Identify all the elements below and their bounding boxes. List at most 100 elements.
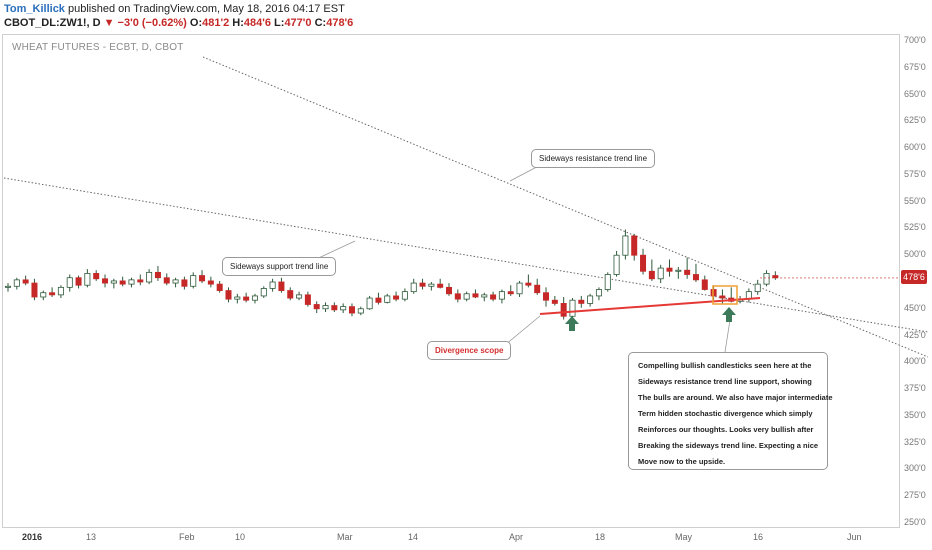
analysis-comment-box[interactable]: Compelling bullish candlesticks seen her… [628,352,833,470]
bearish-candle [137,279,144,283]
time-tick-label: Jun [847,532,862,542]
bearish-candle [640,254,647,272]
bearish-candle [313,304,320,310]
bearish-candle [719,295,726,299]
price-tick-label: 625'0 [904,115,926,126]
bearish-candle [199,275,206,282]
bearish-candle [375,297,382,303]
bullish-arrow-icon [565,316,579,331]
price-tick-label: 575'0 [904,168,926,179]
support-trendline [3,177,929,333]
bearish-candle [278,281,285,291]
chart-watermark: WHEAT FUTURES - ECBT, D, CBOT [12,42,184,53]
price-tick-label: 500'0 [904,249,926,260]
bullish-candle [401,291,408,300]
bearish-candle [701,279,708,290]
low-value: 477'0 [284,17,312,29]
time-tick-label: 18 [595,532,606,542]
overlay-layer [539,277,900,331]
bearish-candle [331,305,338,311]
chart-header: Tom_Killick published on TradingView.com… [4,2,353,30]
bearish-candle [393,295,400,300]
bullish-candle [763,273,770,285]
price-tick-label: 350'0 [904,409,926,420]
bullish-candle [251,295,258,301]
close-value: 478'6 [326,17,354,29]
bearish-candle [454,293,461,300]
bullish-candle [110,280,117,284]
author-link[interactable]: Tom_Killick [4,3,65,15]
price-tick-label: 275'0 [904,490,926,501]
price-tick-label: 650'0 [904,88,926,99]
bullish-candle [357,308,364,314]
resistance-annotation[interactable]: Sideways resistance trend line [531,149,656,168]
bullish-candle [657,267,664,280]
time-tick-label: 13 [86,532,97,542]
bearish-candle [31,282,38,298]
price-tick-label: 400'0 [904,356,926,367]
bullish-candle [481,294,488,298]
bearish-candle [525,282,532,286]
bullish-candle [516,282,523,295]
divergence-annotation[interactable]: Divergence scope [427,341,512,360]
bullish-candle [190,275,197,287]
bearish-candle [684,269,691,275]
bullish-candle [604,274,611,290]
price-tick-label: 300'0 [904,463,926,474]
close-label: C: [314,17,327,29]
low-label: L: [274,17,285,29]
price-tick-label: 325'0 [904,436,926,447]
bullish-candle [146,271,153,283]
open-label: O: [189,17,203,29]
bullish-candle [40,292,47,298]
comment-line: The bulls are around. We also have major… [638,393,833,402]
divergence-callout-pointer [504,315,541,346]
chart-plot-area[interactable] [2,34,900,528]
bullish-candle [13,279,20,287]
bullish-candle [754,283,761,293]
bearish-candle [163,277,170,284]
bearish-candle [631,235,638,256]
comment-callout-pointer [724,319,731,353]
price-tick-label: 550'0 [904,195,926,206]
bullish-candle [234,296,241,300]
bullish-candle [384,295,391,303]
comment-line: Sideways resistance trend line support, … [638,377,812,386]
bullish-candle [622,235,629,256]
bearish-candle [102,278,109,284]
price-tick-label: 375'0 [904,383,926,394]
change-value: ▼ −3'0 (−0.62%) [103,17,187,29]
bearish-candle [154,271,161,279]
time-tick-label: 16 [753,532,764,542]
time-tick-label: Mar [337,532,353,542]
bullish-candle [595,289,602,297]
comment-line: Reinforces our thoughts. Looks very bull… [638,425,814,434]
bullish-candle [66,277,73,288]
bullish-candle [269,281,276,289]
bearish-candle [543,292,550,301]
comment-line: Move now to the upside. [638,457,726,466]
bearish-candle [207,280,214,285]
bearish-candle [551,299,558,304]
high-value: 484'6 [243,17,271,29]
divergence-line [539,297,761,315]
bullish-candle [84,273,91,286]
bearish-candle [578,299,585,304]
bullish-candle [587,295,594,304]
trendline-layer [3,56,929,358]
bullish-candle [322,305,329,310]
bearish-candle [507,291,514,295]
bearish-candle [243,296,250,301]
bearish-candle [93,273,100,280]
time-tick-label: Apr [509,532,524,542]
price-tick-label: 600'0 [904,142,926,153]
price-tick-label: 250'0 [904,517,926,527]
bearish-candle [772,275,779,279]
publish-info: published on TradingView.com, May 18, 20… [68,3,345,15]
price-tick-label: 525'0 [904,222,926,233]
bullish-candle [569,299,576,317]
bullish-candle [172,279,179,284]
support-annotation[interactable]: Sideways support trend line [222,257,337,276]
candle-highlight-box [712,285,738,305]
